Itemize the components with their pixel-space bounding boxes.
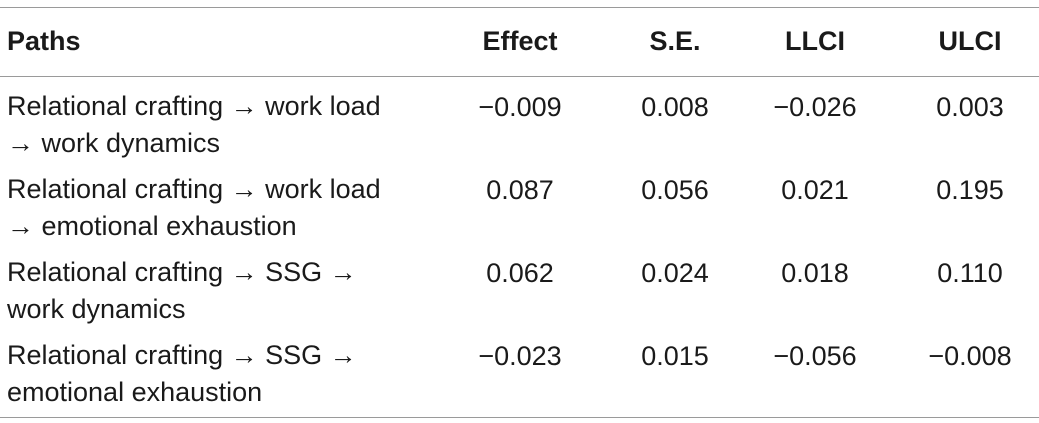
row-path-line2: → emotional exhaustion — [7, 211, 297, 241]
table-row: Relational crafting → work load → work d… — [0, 79, 1039, 161]
header-se: S.E. — [649, 26, 701, 56]
row-path-line1: Relational crafting → SSG → — [7, 340, 357, 370]
row-effect: 0.062 — [486, 258, 554, 288]
table-header-row: Paths Effect S.E. LLCI ULCI — [0, 7, 1039, 76]
row-ulci: −0.008 — [928, 341, 1012, 371]
header-paths: Paths — [7, 26, 81, 56]
row-llci: 0.021 — [781, 175, 849, 205]
row-se: 0.056 — [641, 175, 709, 205]
row-path-line2: emotional exhaustion — [7, 377, 263, 407]
table-row: Relational crafting → work load → emotio… — [0, 162, 1039, 244]
row-llci: 0.018 — [781, 258, 849, 288]
table-bottom-rule — [0, 417, 1039, 418]
row-effect: −0.009 — [478, 92, 562, 122]
row-path-line1: Relational crafting → work load — [7, 91, 381, 121]
header-llci: LLCI — [785, 26, 845, 56]
row-llci: −0.056 — [773, 341, 857, 371]
row-path-line2: work dynamics — [7, 294, 186, 324]
table-header-rule — [0, 76, 1039, 77]
row-ulci: 0.003 — [936, 92, 1004, 122]
row-path-line1: Relational crafting → work load — [7, 174, 381, 204]
row-se: 0.015 — [641, 341, 709, 371]
row-llci: −0.026 — [773, 92, 857, 122]
row-path-line2: → work dynamics — [7, 128, 221, 158]
row-path: Relational crafting → work load → work d… — [7, 88, 381, 162]
header-effect: Effect — [482, 26, 558, 56]
table-row: Relational crafting → SSG → emotional ex… — [0, 328, 1039, 410]
row-ulci: 0.195 — [936, 175, 1004, 205]
row-path: Relational crafting → work load → emotio… — [7, 171, 381, 245]
row-effect: −0.023 — [478, 341, 562, 371]
row-path: Relational crafting → SSG → emotional ex… — [7, 337, 357, 411]
table-row: Relational crafting → SSG → work dynamic… — [0, 245, 1039, 327]
table-top-rule — [0, 7, 1039, 8]
row-se: 0.008 — [641, 92, 709, 122]
row-ulci: 0.110 — [937, 258, 1003, 288]
row-path: Relational crafting → SSG → work dynamic… — [7, 254, 357, 328]
header-ulci: ULCI — [938, 26, 1002, 56]
row-se: 0.024 — [641, 258, 709, 288]
row-effect: 0.087 — [486, 175, 554, 205]
row-path-line1: Relational crafting → SSG → — [7, 257, 357, 287]
